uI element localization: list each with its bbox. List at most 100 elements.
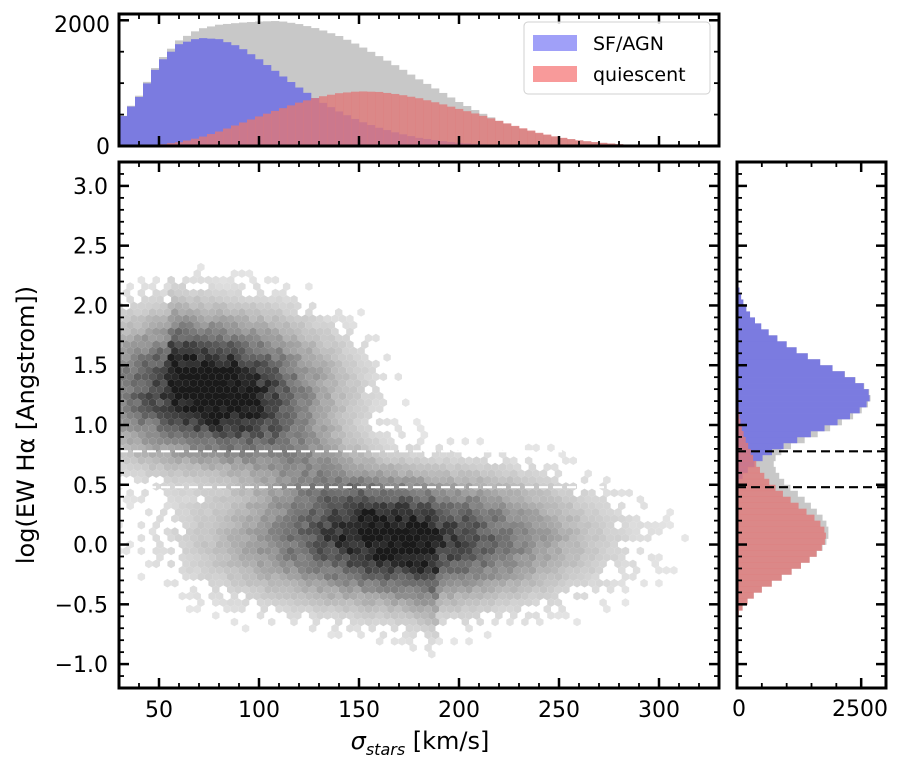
hexbin-cell [521,578,529,588]
hexbin-cell [636,495,645,504]
hexbin-cell [603,578,611,588]
hexbin-cell [364,437,373,446]
hexbin-cell [256,404,265,414]
hexbin-cell [342,591,350,601]
hexbin-cell [335,372,343,382]
top-bar-quiescent [239,122,248,146]
hexbin-cell [327,372,335,382]
hexbin-cell [253,501,261,511]
hexbin-cell [241,546,250,556]
hexbin-cell [364,501,373,511]
hexbin-cell [126,346,134,356]
hexbin-cell [297,385,306,394]
hexbin-cell [167,443,175,453]
top-bar-quiescent [415,98,424,146]
hexbin-cell [245,333,254,343]
hexbin-cell [402,488,410,498]
hexbin-cell [227,340,235,349]
hexbin-cell [126,385,134,394]
hexbin-cell [390,624,399,633]
hexbin-cell [189,288,198,298]
hexbin-cell [510,469,518,478]
hexbin-cell [268,462,276,472]
hexbin-cell [234,366,242,375]
hexbin-cell [197,288,205,298]
hexbin-cell [428,508,436,517]
right-bar-quiescent [737,466,760,474]
hexbin-cell [536,540,544,549]
hexbin-cell [308,559,317,569]
top-bar-quiescent [495,120,504,146]
hexbin-cell [402,398,410,407]
hexbin-cell [431,630,440,640]
hexbin-cell [580,501,589,511]
hexbin-cell [253,540,261,549]
hexbin-cell [357,372,365,382]
hexbin-cell [387,488,395,498]
hexbin-cell [316,417,324,427]
hexbin-cell [126,295,134,304]
hexbin-cell [606,546,615,556]
hexbin-cell [186,308,194,317]
hexbin-cell [621,598,630,607]
hexbin-cell [506,488,514,498]
hexbin-cell [279,340,287,349]
hexbin-cell [223,566,231,575]
hexbin-cell [405,456,414,465]
hexbin-cell [167,366,175,375]
hexbin-cell [480,469,488,478]
hexbin-cell [599,495,607,504]
main-ytick-label: −1.0 [55,653,108,678]
hexbin-cell [569,572,577,582]
hexbin-cell [279,417,287,427]
hexbin-cell [204,469,213,478]
hexbin-cell [517,533,525,543]
hexbin-cell [532,559,540,569]
right-bar-sf-agn [737,293,742,300]
hexbin-cell [186,591,194,601]
hexbin-cell [219,417,227,427]
hexbin-cell [532,611,540,620]
hexbin-cell [186,566,194,575]
hexbin-cell [524,520,533,530]
hexbin-cell [193,591,201,601]
hexbin-cell [308,366,317,375]
hexbin-cell [163,488,172,498]
hexbin-cell [457,546,466,556]
hexbin-cell [372,372,380,382]
hexbin-cell [472,611,481,620]
hexbin-cell [338,391,347,401]
hexbin-cell [189,585,198,594]
hexbin-cell [483,501,492,511]
hexbin-cell [286,417,294,427]
hexbin-cell [271,288,280,298]
hexbin-cell [186,385,194,394]
hexbin-cell [513,553,522,562]
hexbin-cell [223,282,231,291]
hexbin-cell [577,546,585,556]
hexbin-cell [152,340,160,349]
hexbin-cell [189,520,198,530]
hexbin-cell [402,630,410,640]
hexbin-cell [327,462,335,472]
hexbin-cell [320,514,328,523]
hexbin-cell [364,514,373,523]
hexbin-cell [264,366,272,375]
hexbin-cell [156,411,164,420]
hexbin-cell [256,572,265,582]
hexbin-cell [305,462,313,472]
hexbin-cell [122,340,131,349]
hexbin-cell [178,462,186,472]
hexbin-cell [301,559,309,569]
hexbin-cell [178,308,186,317]
hexbin-cell [498,578,507,588]
top-bar-quiescent [439,104,448,146]
hexbin-cell [610,540,618,549]
hexbin-cell [245,372,254,382]
hexbin-cell [193,333,201,343]
hexbin-cell [219,340,227,349]
hexbin-cell [286,469,294,478]
hexbin-cell [551,514,559,523]
right-bar-quiescent [737,580,772,587]
hexbin-cell [256,546,265,556]
